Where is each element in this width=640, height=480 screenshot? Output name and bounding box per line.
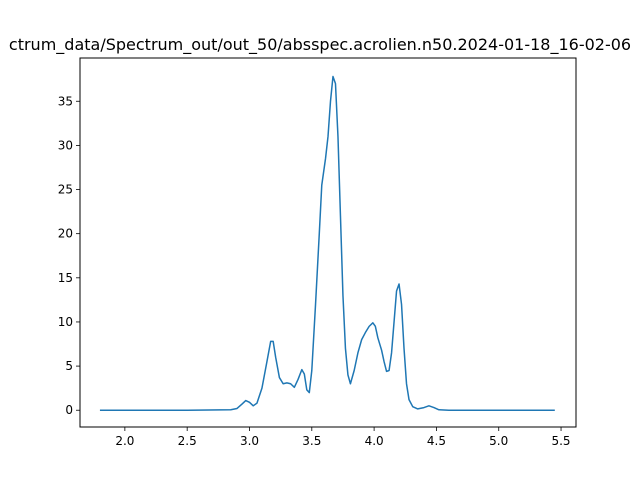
plot-area [99, 75, 555, 411]
y-tick-label: 5 [65, 359, 73, 373]
x-tick-label: 3.0 [240, 434, 259, 448]
x-tick-label: 2.5 [178, 434, 197, 448]
x-tick-label: 2.0 [115, 434, 134, 448]
y-tick-label: 15 [58, 271, 73, 285]
y-axis: 0 5 10 15 20 25 30 35 [58, 94, 80, 417]
y-tick-label: 10 [58, 315, 73, 329]
axes-frame [79, 57, 577, 428]
y-tick-label: 30 [58, 138, 73, 152]
x-tick-label: 4.5 [427, 434, 446, 448]
y-tick-label: 20 [58, 227, 73, 241]
x-tick-label: 5.0 [489, 434, 508, 448]
y-tick-label: 25 [58, 183, 73, 197]
series-line-0 [99, 75, 555, 411]
chart-title: ctrum_data/Spectrum_out/out_50/absspec.a… [9, 35, 631, 55]
x-tick-label: 5.5 [551, 434, 570, 448]
x-tick-label: 4.0 [365, 434, 384, 448]
x-axis: 2.0 2.5 3.0 3.5 4.0 4.5 5.0 5.5 [115, 427, 571, 448]
x-tick-label: 3.5 [302, 434, 321, 448]
y-tick-label: 0 [65, 403, 73, 417]
y-tick-label: 35 [58, 94, 73, 108]
